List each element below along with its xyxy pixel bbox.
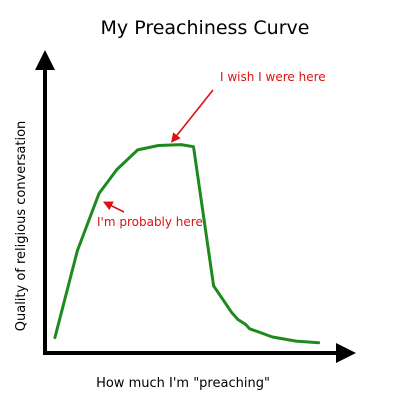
series-point-0-6	[180, 143, 182, 146]
series-point-0-12	[248, 328, 251, 330]
chart-title: My Preachiness Curve	[101, 17, 310, 39]
series-point-0-4	[136, 149, 139, 151]
probably-annotation-arrow	[102, 201, 125, 213]
series-layer	[53, 143, 321, 345]
series-point-0-7	[192, 145, 195, 148]
x-axis-label: How much I'm "preaching"	[96, 376, 270, 391]
series-point-0-0	[54, 336, 56, 339]
series-point-0-1	[76, 249, 79, 252]
series-point-0-8	[212, 285, 215, 287]
series-point-0-11	[244, 323, 247, 326]
wish-annotation-arrow	[171, 89, 214, 143]
series-point-0-9	[231, 312, 233, 314]
wish-annotation-label: I wish I were here	[220, 70, 326, 84]
series-point-0-10	[237, 318, 239, 321]
series-point-0-16	[317, 342, 320, 344]
series-point-0-2	[98, 192, 100, 195]
probably-annotation-label: I'm probably here	[97, 215, 203, 229]
series-point-0-14	[271, 336, 274, 338]
series-point-0-3	[116, 168, 118, 171]
series-point-0-13	[256, 330, 259, 333]
y-axis-label: Quality of religious conversation	[14, 121, 29, 332]
series-point-0-5	[157, 144, 160, 147]
series-point-0-15	[295, 340, 297, 342]
series-line-0	[53, 143, 321, 345]
